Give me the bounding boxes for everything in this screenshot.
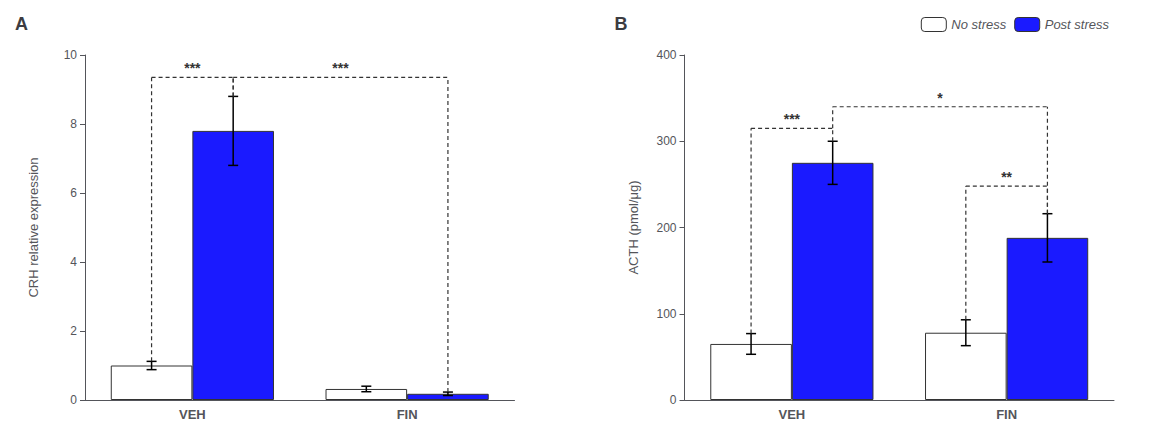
svg-text:ACTH (pmol/μg): ACTH (pmol/μg) (626, 180, 641, 274)
svg-text:Post stress: Post stress (1045, 17, 1110, 32)
svg-text:100: 100 (656, 307, 676, 321)
svg-text:200: 200 (656, 221, 676, 235)
svg-text:A: A (15, 14, 28, 34)
svg-text:0: 0 (670, 393, 677, 407)
svg-text:***: *** (184, 60, 201, 76)
svg-text:300: 300 (656, 134, 676, 148)
svg-text:VEH: VEH (179, 407, 206, 422)
svg-text:4: 4 (70, 255, 77, 269)
svg-text:400: 400 (656, 48, 676, 62)
svg-text:FIN: FIN (996, 407, 1017, 422)
svg-text:2: 2 (70, 324, 77, 338)
svg-text:8: 8 (70, 117, 77, 131)
svg-text:***: *** (784, 111, 801, 127)
svg-text:No stress: No stress (951, 17, 1006, 32)
svg-text:VEH: VEH (779, 407, 806, 422)
svg-text:CRH relative expression: CRH relative expression (26, 157, 41, 297)
svg-text:0: 0 (70, 393, 77, 407)
svg-text:***: *** (332, 60, 349, 76)
svg-text:**: ** (1001, 169, 1012, 185)
svg-text:FIN: FIN (397, 407, 418, 422)
svg-text:10: 10 (64, 48, 78, 62)
svg-text:6: 6 (70, 186, 77, 200)
svg-text:B: B (615, 14, 628, 34)
svg-text:*: * (937, 90, 943, 106)
